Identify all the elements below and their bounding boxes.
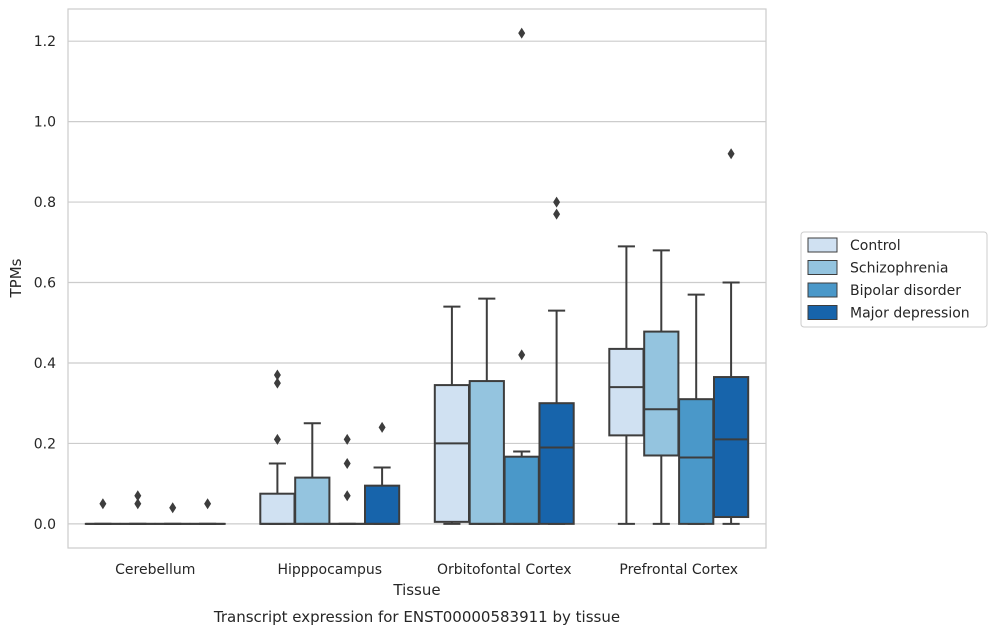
box	[714, 148, 748, 524]
y-tick-label: 0.2	[34, 436, 56, 452]
x-tick-label: Orbitofontal Cortex	[437, 562, 572, 578]
x-axis-ticks: Cerebellum Hipppocampus Orbitofontal Corte…	[115, 562, 738, 578]
outlier-point	[553, 209, 560, 220]
box-series	[86, 28, 748, 524]
box	[470, 299, 504, 524]
box	[86, 498, 120, 524]
box	[435, 307, 469, 524]
box-body	[260, 494, 294, 524]
box	[295, 423, 329, 524]
box	[190, 498, 224, 524]
box-body	[365, 486, 399, 524]
box-body	[470, 381, 504, 524]
y-axis-label: TPMs	[7, 258, 25, 298]
outlier-point	[379, 422, 386, 433]
box	[365, 422, 399, 524]
x-tick-label: Hipppocampus	[277, 562, 382, 578]
outlier-point	[274, 370, 281, 381]
y-tick-label: 1.2	[34, 34, 56, 50]
legend-swatch	[808, 283, 837, 297]
box	[609, 246, 643, 524]
box-body	[539, 403, 573, 524]
box-body	[644, 332, 678, 456]
legend-label: Control	[850, 238, 901, 254]
figure-caption: Transcript expression for ENST0000058391…	[213, 608, 620, 626]
y-tick-label: 0.8	[34, 195, 56, 211]
y-tick-label: 0.0	[34, 517, 56, 533]
y-tick-label: 0.6	[34, 276, 56, 292]
box	[121, 490, 155, 524]
legend-label: Bipolar disorder	[850, 283, 961, 299]
legend-swatch	[808, 238, 837, 252]
y-axis-ticks: 0.0 0.2 0.4 0.6 0.8 1.0 1.2	[34, 34, 56, 533]
outlier-point	[99, 498, 106, 509]
legend-swatch	[808, 261, 837, 275]
outlier-point	[134, 490, 141, 501]
outlier-point	[518, 28, 525, 39]
box	[644, 250, 678, 524]
box-body	[609, 349, 643, 435]
outlier-point	[344, 458, 351, 469]
y-tick-label: 0.4	[34, 356, 56, 372]
box	[505, 28, 539, 524]
box-body	[714, 377, 748, 517]
legend-swatch	[808, 306, 837, 320]
box	[156, 502, 190, 524]
outlier-point	[553, 197, 560, 208]
legend-label: Major depression	[850, 306, 970, 322]
x-tick-label: Cerebellum	[115, 562, 195, 578]
box-body	[679, 399, 713, 524]
series-schizophrenia	[121, 250, 679, 524]
x-axis-label: Tissue	[392, 581, 440, 599]
outlier-point	[344, 490, 351, 501]
box-body	[435, 385, 469, 522]
outlier-point	[204, 498, 211, 509]
box	[539, 197, 573, 524]
box-body	[295, 478, 329, 524]
x-tick-label: Prefrontal Cortex	[619, 562, 738, 578]
legend: Control Schizophrenia Bipolar disorder Majo…	[801, 232, 987, 327]
outlier-point	[169, 502, 176, 513]
y-tick-label: 1.0	[34, 115, 56, 131]
box	[330, 434, 364, 524]
box-body	[505, 457, 539, 524]
legend-label: Schizophrenia	[850, 261, 948, 277]
outlier-point	[728, 148, 735, 159]
box	[260, 370, 294, 524]
box	[679, 295, 713, 524]
outlier-point	[518, 349, 525, 360]
